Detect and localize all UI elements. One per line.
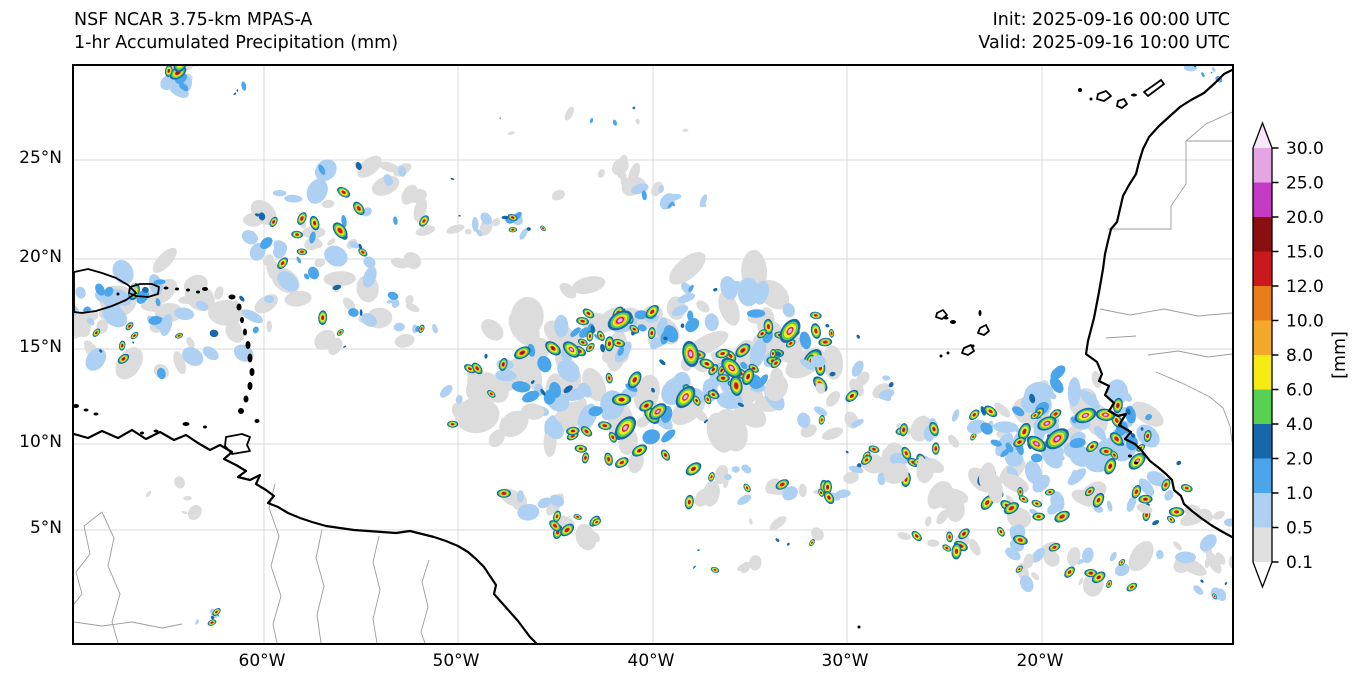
country-borders xyxy=(74,111,1232,643)
map-plot-area xyxy=(72,64,1234,645)
y-tick-label: 15°N xyxy=(19,337,62,357)
x-tick-label: 40°W xyxy=(627,651,675,671)
colorbar-tick-label: 25.0 xyxy=(1286,174,1324,194)
colorbar-tick-label: 1.0 xyxy=(1286,484,1313,504)
x-tick-label: 60°W xyxy=(238,651,286,671)
map-canvas xyxy=(74,66,1232,643)
colorbar-tick-label: 15.0 xyxy=(1286,243,1324,263)
model-name-title: NSF NCAR 3.75-km MPAS-A xyxy=(74,10,313,30)
colorbar-canvas: 0.1 0.5 1.0 2.0 4.0 6.0 8.0 10.0 12.0 15.0 20.0 25.… xyxy=(1252,121,1350,589)
y-tick-label: 10°N xyxy=(19,432,62,452)
colorbar-tick-label: 8.0 xyxy=(1286,346,1313,366)
colorbar-tick-label: 4.0 xyxy=(1286,415,1313,435)
valid-time-label: Valid: 2025-09-16 10:00 UTC xyxy=(978,33,1230,53)
product-title: 1-hr Accumulated Precipitation (mm) xyxy=(74,33,399,53)
colorbar-tick-label: 2.0 xyxy=(1286,450,1313,470)
colorbar-tick-label: 6.0 xyxy=(1286,381,1313,401)
colorbar-tick-label: 0.1 xyxy=(1286,553,1313,573)
y-tick-label: 25°N xyxy=(19,148,62,168)
y-tick-label: 5°N xyxy=(29,518,62,538)
init-time-label: Init: 2025-09-16 00:00 UTC xyxy=(992,10,1230,30)
title-block: NSF NCAR 3.75-km MPAS-A 1-hr Accumulated… xyxy=(74,9,398,55)
coastlines xyxy=(74,68,1232,643)
precipitation-field xyxy=(74,66,1232,626)
colorbar-unit-label: [mm] xyxy=(1330,331,1350,379)
x-tick-label: 30°W xyxy=(821,651,869,671)
colorbar-tick-label: 20.0 xyxy=(1286,208,1324,228)
colorbar-tick-label: 12.0 xyxy=(1286,277,1324,297)
x-tick-label: 20°W xyxy=(1016,651,1064,671)
x-tick-label: 50°W xyxy=(432,651,480,671)
colorbar: 0.1 0.5 1.0 2.0 4.0 6.0 8.0 10.0 12.0 15.0 20.0 25.… xyxy=(1246,116,1366,608)
colorbar-tick-label: 10.0 xyxy=(1286,312,1324,332)
colorbar-tick-label: 0.5 xyxy=(1286,519,1313,539)
y-tick-label: 20°N xyxy=(19,247,62,267)
time-block: Init: 2025-09-16 00:00 UTC Valid: 2025-0… xyxy=(830,9,1230,55)
colorbar-tick-label: 30.0 xyxy=(1286,139,1324,159)
